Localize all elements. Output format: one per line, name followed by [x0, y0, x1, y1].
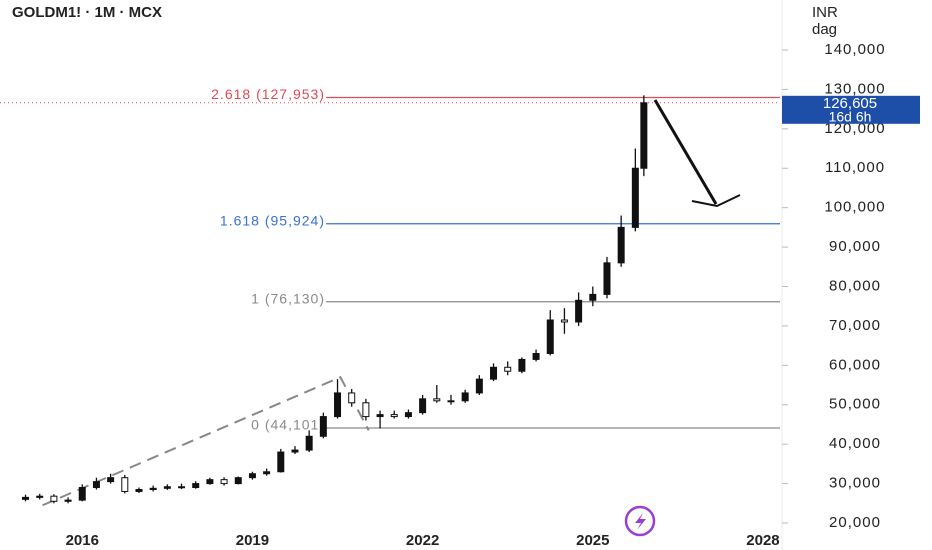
last-price-box — [782, 95, 920, 124]
y-tick-label: 140,000 — [824, 41, 885, 58]
x-tick-label: 2022 — [406, 532, 439, 549]
drawn-arrow — [653, 99, 718, 205]
fib-label: 1.618 (95,924) — [220, 212, 325, 228]
candle-body — [589, 293, 597, 301]
candle-body — [92, 481, 100, 489]
candle-body — [546, 319, 554, 355]
fib-label: 1 (76,130) — [251, 290, 325, 306]
candle-body — [419, 398, 427, 414]
event-icon-bolt — [635, 513, 646, 530]
currency: INR — [812, 4, 838, 21]
candle-body — [206, 479, 214, 485]
candle-body — [121, 477, 129, 492]
y-tick-label: 90,000 — [829, 238, 881, 255]
candle-body — [617, 226, 625, 264]
candle-body — [277, 451, 285, 473]
x-tick-label: 2028 — [746, 532, 779, 549]
candle-body — [518, 358, 526, 372]
candle-body — [461, 392, 469, 402]
candle-body — [475, 378, 483, 394]
y-tick-label: 130,000 — [824, 80, 885, 97]
candle-body — [404, 412, 412, 418]
candle-body — [334, 392, 342, 418]
x-tick-label: 2016 — [66, 532, 99, 549]
candle-body — [362, 402, 370, 418]
plot-area: 2016 2019 2022 2025 2028 2.618 (127,953) 1.618… — [0, 86, 780, 549]
candle-body — [163, 486, 171, 489]
countdown: 16d 6h — [829, 109, 872, 125]
y-tick-label: 110,000 — [825, 159, 885, 176]
candle-body — [78, 487, 86, 501]
candle-body — [532, 353, 540, 360]
candle-body — [64, 499, 72, 502]
candle-body — [305, 435, 313, 451]
candle-body — [22, 496, 30, 500]
x-tick-label: 2025 — [576, 532, 609, 549]
price-axis: 20,000 30,000 40,000 50,000 60,000 70,000 80,0… — [782, 41, 920, 531]
candle-body — [107, 477, 115, 483]
fib-label: 2.618 (127,953) — [211, 86, 325, 102]
candle-body — [504, 366, 512, 372]
candle-body — [178, 486, 186, 489]
y-tick-label: 20,000 — [829, 514, 881, 531]
price-axis-panel — [782, 0, 932, 550]
event-icon[interactable] — [624, 505, 656, 537]
y-tick-label: 60,000 — [829, 356, 881, 373]
candle-body — [192, 483, 200, 489]
candle-body — [50, 495, 58, 502]
y-tick-label: 80,000 — [829, 277, 881, 294]
candle-body — [36, 495, 44, 498]
y-tick-label: 30,000 — [829, 475, 881, 492]
x-tick-label: 2019 — [236, 532, 269, 549]
y-tick-label: 70,000 — [829, 317, 881, 334]
candle-body — [319, 416, 327, 437]
y-tick-label: 50,000 — [829, 396, 881, 413]
candle-body — [560, 319, 568, 323]
y-tick-label: 120,000 — [824, 120, 885, 137]
trend-dash — [42, 375, 370, 507]
candle-body — [149, 487, 157, 490]
fib-label: 0 (44,101) — [251, 417, 325, 433]
y-tick-label: 100,000 — [824, 199, 885, 216]
candle-body — [376, 414, 384, 418]
arrow-head — [691, 194, 741, 208]
candle-body — [220, 479, 228, 485]
candle-body — [603, 262, 611, 295]
candle-body — [575, 299, 583, 323]
candle-body — [291, 449, 299, 453]
candle-body — [348, 392, 356, 404]
candle-body — [631, 167, 639, 228]
candle-body — [490, 366, 498, 380]
candle-body — [433, 398, 441, 402]
y-tick-label: 40,000 — [829, 435, 881, 452]
candle-body — [263, 471, 271, 475]
candle-body — [234, 477, 242, 485]
candle-body — [640, 102, 648, 169]
candle-body — [447, 400, 455, 403]
candle-body — [135, 488, 143, 492]
candle-body — [390, 414, 398, 418]
chart-title: GOLDM1! · 1M · MCX — [12, 4, 162, 21]
unit: dag — [812, 21, 837, 38]
candle-body — [248, 473, 256, 479]
last-price-label: 126,605 — [823, 95, 877, 112]
